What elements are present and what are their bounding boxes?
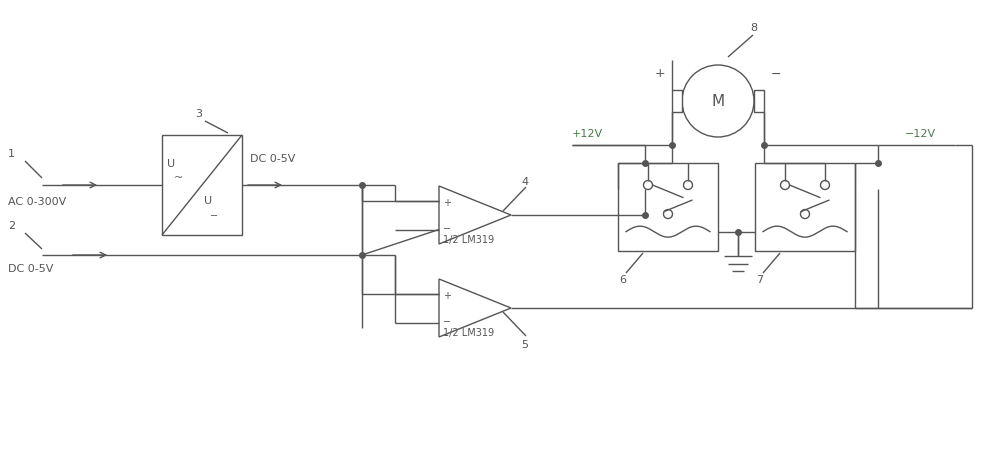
Text: 5: 5	[521, 339, 528, 349]
Text: ~: ~	[174, 173, 183, 182]
Text: U: U	[204, 195, 212, 206]
Text: M: M	[711, 94, 725, 109]
Text: 7: 7	[756, 275, 763, 284]
Text: 1: 1	[8, 149, 15, 159]
Text: U: U	[167, 159, 175, 169]
Text: +12V: +12V	[572, 129, 603, 139]
Text: AC 0-300V: AC 0-300V	[8, 197, 66, 206]
Text: +: +	[443, 198, 451, 208]
Text: 2: 2	[8, 220, 15, 231]
Text: DC 0-5V: DC 0-5V	[250, 154, 295, 163]
Text: DC 0-5V: DC 0-5V	[8, 263, 53, 274]
Text: 6: 6	[619, 275, 626, 284]
Text: −: −	[771, 67, 781, 80]
Text: 3: 3	[195, 109, 202, 119]
Text: 1/2 LM319: 1/2 LM319	[443, 235, 494, 245]
Text: +: +	[655, 67, 665, 80]
Bar	[618, 163, 718, 251]
Text: +: +	[443, 291, 451, 300]
Bar	[754, 91, 764, 113]
Bar	[672, 91, 682, 113]
Text: −12V: −12V	[905, 129, 936, 139]
Text: 4: 4	[521, 176, 528, 187]
Text: 1/2 LM319: 1/2 LM319	[443, 328, 494, 338]
Text: −: −	[443, 316, 451, 326]
Bar	[755, 163, 855, 251]
Text: 8: 8	[750, 23, 757, 33]
Text: −: −	[210, 211, 218, 220]
Text: −: −	[443, 223, 451, 233]
Bar	[162, 136, 242, 236]
